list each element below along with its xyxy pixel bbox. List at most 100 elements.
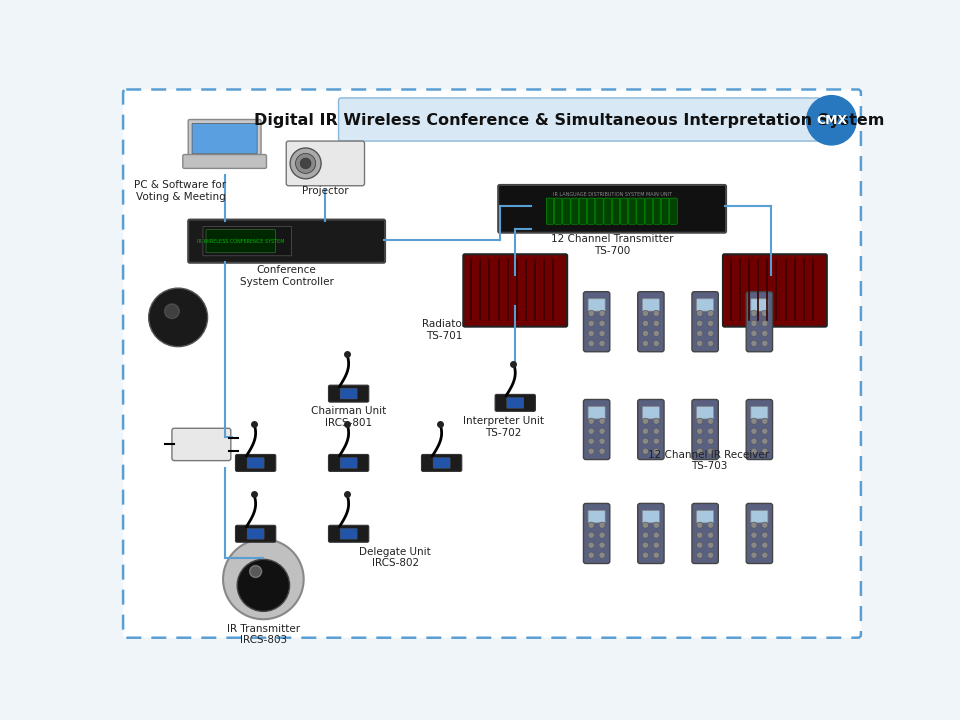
Circle shape (697, 341, 703, 346)
FancyBboxPatch shape (751, 407, 768, 419)
Circle shape (599, 418, 605, 424)
FancyBboxPatch shape (247, 457, 264, 468)
Circle shape (588, 552, 594, 558)
Circle shape (697, 448, 703, 454)
Circle shape (708, 310, 713, 317)
Circle shape (697, 552, 703, 558)
FancyBboxPatch shape (604, 198, 612, 224)
FancyBboxPatch shape (235, 454, 276, 472)
Circle shape (751, 552, 757, 558)
FancyBboxPatch shape (697, 299, 713, 311)
Circle shape (223, 539, 303, 619)
Circle shape (653, 418, 660, 424)
FancyBboxPatch shape (421, 454, 462, 472)
FancyBboxPatch shape (620, 198, 628, 224)
Text: Chairman Unit
IRCS-801: Chairman Unit IRCS-801 (311, 406, 386, 428)
Circle shape (653, 341, 660, 346)
FancyBboxPatch shape (507, 397, 524, 408)
FancyBboxPatch shape (339, 98, 820, 141)
Circle shape (751, 448, 757, 454)
FancyBboxPatch shape (247, 528, 264, 539)
Circle shape (708, 418, 713, 424)
Circle shape (588, 522, 594, 528)
Text: 12 Channel Transmitter
TS-700: 12 Channel Transmitter TS-700 (551, 234, 673, 256)
Circle shape (761, 522, 768, 528)
Circle shape (697, 542, 703, 548)
FancyBboxPatch shape (645, 198, 653, 224)
Circle shape (588, 320, 594, 326)
Circle shape (642, 552, 649, 558)
Circle shape (599, 320, 605, 326)
FancyBboxPatch shape (571, 198, 579, 224)
Circle shape (599, 532, 605, 539)
Circle shape (751, 310, 757, 317)
FancyBboxPatch shape (746, 292, 773, 352)
Circle shape (599, 310, 605, 317)
FancyBboxPatch shape (172, 428, 230, 461)
FancyBboxPatch shape (182, 155, 267, 168)
FancyBboxPatch shape (751, 299, 768, 311)
Circle shape (642, 310, 649, 317)
Circle shape (588, 341, 594, 346)
FancyBboxPatch shape (612, 198, 619, 224)
Circle shape (588, 438, 594, 444)
FancyBboxPatch shape (584, 400, 610, 459)
FancyBboxPatch shape (692, 503, 718, 564)
Circle shape (751, 320, 757, 326)
Circle shape (588, 310, 594, 317)
Circle shape (642, 341, 649, 346)
Circle shape (588, 542, 594, 548)
Circle shape (761, 448, 768, 454)
Circle shape (653, 552, 660, 558)
FancyBboxPatch shape (654, 198, 660, 224)
FancyBboxPatch shape (661, 198, 669, 224)
Circle shape (588, 428, 594, 434)
Circle shape (642, 320, 649, 326)
Circle shape (599, 330, 605, 336)
FancyBboxPatch shape (206, 230, 276, 253)
Circle shape (761, 418, 768, 424)
Circle shape (697, 532, 703, 539)
Circle shape (751, 438, 757, 444)
Text: IR WIRELESS CONFERENCE SYSTEM: IR WIRELESS CONFERENCE SYSTEM (197, 238, 284, 243)
Text: Interpreter Unit
TS-702: Interpreter Unit TS-702 (463, 416, 544, 438)
Circle shape (653, 320, 660, 326)
Circle shape (708, 341, 713, 346)
Circle shape (149, 288, 207, 346)
Circle shape (599, 448, 605, 454)
FancyBboxPatch shape (642, 510, 660, 523)
Circle shape (588, 418, 594, 424)
Circle shape (708, 448, 713, 454)
Circle shape (642, 418, 649, 424)
Circle shape (653, 522, 660, 528)
Circle shape (751, 330, 757, 336)
FancyBboxPatch shape (328, 385, 369, 402)
FancyBboxPatch shape (636, 198, 644, 224)
Circle shape (599, 438, 605, 444)
FancyBboxPatch shape (546, 198, 554, 224)
Circle shape (761, 542, 768, 548)
Circle shape (653, 330, 660, 336)
FancyBboxPatch shape (340, 528, 357, 539)
Circle shape (300, 158, 311, 168)
Circle shape (653, 542, 660, 548)
Circle shape (761, 438, 768, 444)
FancyBboxPatch shape (751, 510, 768, 523)
FancyBboxPatch shape (188, 220, 385, 263)
Circle shape (761, 330, 768, 336)
Circle shape (697, 418, 703, 424)
Circle shape (761, 341, 768, 346)
FancyBboxPatch shape (642, 407, 660, 419)
Circle shape (761, 320, 768, 326)
Circle shape (642, 448, 649, 454)
FancyBboxPatch shape (495, 395, 536, 411)
Circle shape (237, 559, 290, 611)
FancyBboxPatch shape (670, 198, 677, 224)
Circle shape (599, 522, 605, 528)
Circle shape (708, 532, 713, 539)
Circle shape (708, 542, 713, 548)
FancyBboxPatch shape (697, 407, 713, 419)
FancyBboxPatch shape (588, 510, 605, 523)
Circle shape (761, 532, 768, 539)
FancyBboxPatch shape (464, 254, 567, 327)
